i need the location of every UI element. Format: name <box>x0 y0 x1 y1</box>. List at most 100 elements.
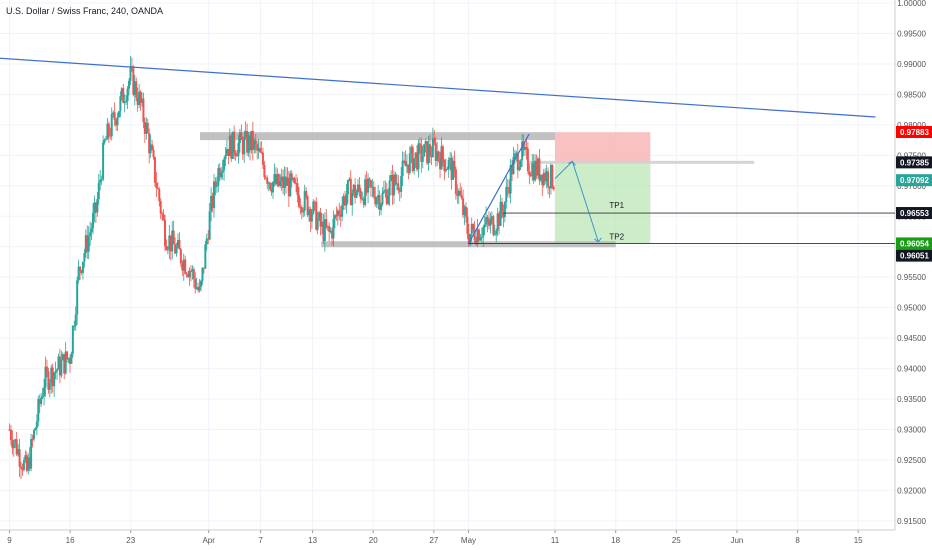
y-tick-label: 0.94500 <box>897 334 926 343</box>
candle-body <box>273 174 276 183</box>
candle-body <box>489 218 492 226</box>
candle-body <box>205 238 208 245</box>
candle-body <box>35 421 38 429</box>
candle-body <box>267 182 270 184</box>
candle-body <box>400 176 403 192</box>
candle-body <box>355 192 358 198</box>
candle-body <box>401 160 404 177</box>
candle-body <box>382 191 385 193</box>
x-tick-label: May <box>461 536 476 545</box>
candle-body <box>102 142 105 180</box>
candle-body <box>477 229 480 241</box>
candle-body <box>31 439 34 441</box>
candle-body <box>490 216 493 219</box>
candle-body <box>411 147 414 171</box>
candle-body <box>535 160 538 176</box>
candle-body <box>231 131 234 159</box>
candle-body <box>81 261 84 273</box>
take-profit-zone[interactable] <box>555 162 651 244</box>
candle-body <box>292 178 295 181</box>
candle-body <box>171 230 174 252</box>
candle-body <box>120 88 123 97</box>
candle-body <box>492 216 495 235</box>
candle-body <box>89 232 92 237</box>
price-badge-label: 0.97883 <box>900 128 929 137</box>
candle-body <box>320 221 323 227</box>
candle-body <box>34 428 37 431</box>
price-badge <box>896 249 932 262</box>
candle-body <box>21 468 24 470</box>
candle-body <box>17 449 20 455</box>
candle-body <box>57 356 60 370</box>
candle-body <box>260 152 263 154</box>
candle-body <box>155 182 158 189</box>
candle-body <box>473 229 476 241</box>
candle-body <box>436 151 439 161</box>
candle-body <box>79 266 82 271</box>
candle-body <box>194 278 197 289</box>
candle-body <box>522 141 525 150</box>
candle-body <box>454 169 457 194</box>
candle-body <box>136 97 139 105</box>
candle-body <box>375 198 378 205</box>
candle-body <box>420 144 423 162</box>
candle-body <box>362 198 365 205</box>
projection-arrowhead-down <box>594 237 602 243</box>
candle-body <box>234 152 237 156</box>
candle-body <box>248 135 251 151</box>
candle-body <box>444 168 447 172</box>
candle-body <box>380 204 383 210</box>
candle-body <box>117 111 120 118</box>
y-tick-label: 0.93000 <box>897 425 926 434</box>
candle-body <box>238 132 241 143</box>
candle-body <box>109 135 112 137</box>
candle-body <box>427 144 430 164</box>
candle-body <box>11 440 14 449</box>
candle-body <box>181 263 184 271</box>
candle-body <box>195 287 198 289</box>
candle-body <box>346 180 349 195</box>
candle-body <box>439 158 442 170</box>
descending-trendline[interactable] <box>0 55 876 118</box>
candle-body <box>218 168 221 178</box>
candle-body <box>513 153 516 157</box>
y-tick-label: 0.99500 <box>897 30 926 39</box>
entry-level-line[interactable] <box>529 160 755 164</box>
candle-body <box>529 175 532 177</box>
candle-body <box>161 213 164 215</box>
candle-body <box>76 280 79 315</box>
candle-body <box>381 192 384 205</box>
candle-body <box>284 176 287 186</box>
ascending-trendline[interactable] <box>467 133 530 244</box>
candle-body <box>50 367 53 384</box>
candle-body <box>452 160 455 180</box>
candle-body <box>545 171 548 182</box>
candle-body <box>169 235 172 252</box>
candle-body <box>398 190 401 192</box>
candle-body <box>470 224 473 235</box>
resistance-zone[interactable] <box>200 132 556 141</box>
candle-body <box>86 235 89 252</box>
price-badge <box>896 156 932 169</box>
candle-body <box>266 178 269 184</box>
candle-body <box>456 193 459 196</box>
candle-body <box>254 140 257 145</box>
candle-body <box>394 174 397 184</box>
candle-body <box>552 187 555 190</box>
candle-body <box>388 180 391 196</box>
candle-body <box>403 160 406 162</box>
stop-loss-zone[interactable] <box>555 132 651 163</box>
candle-body <box>191 269 194 272</box>
candle-body <box>297 195 300 207</box>
y-tick-label: 0.92500 <box>897 456 926 465</box>
candle-body <box>521 141 524 161</box>
candle-body <box>176 239 179 247</box>
candle-body <box>37 399 40 422</box>
candle-body <box>277 174 280 186</box>
candle-body <box>237 142 240 157</box>
candle-body <box>467 233 470 245</box>
candle-body <box>244 131 247 137</box>
candle-body <box>505 186 508 203</box>
candle-body <box>272 182 275 193</box>
